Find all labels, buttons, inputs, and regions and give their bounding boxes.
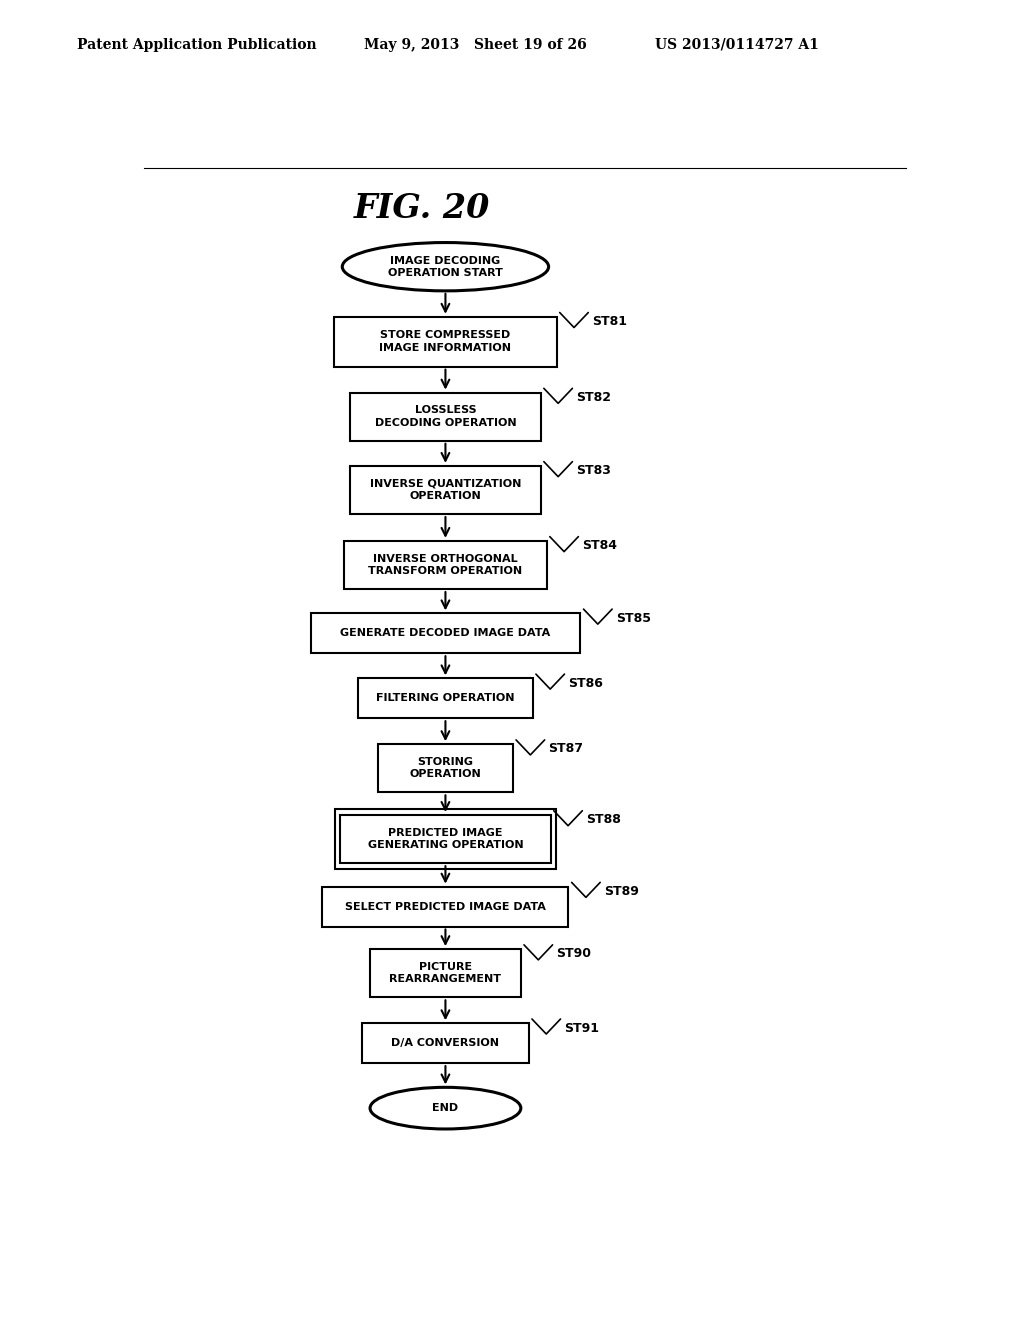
Text: ST87: ST87: [549, 742, 584, 755]
Text: ST86: ST86: [568, 677, 603, 689]
Text: ST84: ST84: [583, 539, 617, 552]
Text: SELECT PREDICTED IMAGE DATA: SELECT PREDICTED IMAGE DATA: [345, 902, 546, 912]
Text: ST81: ST81: [592, 315, 628, 329]
Bar: [340, 814, 551, 863]
Bar: [323, 887, 568, 927]
Bar: [334, 317, 557, 367]
Text: STORING
OPERATION: STORING OPERATION: [410, 758, 481, 779]
Text: ST83: ST83: [577, 465, 611, 477]
Bar: [378, 744, 513, 792]
Bar: [350, 392, 541, 441]
Bar: [335, 809, 556, 869]
Text: FILTERING OPERATION: FILTERING OPERATION: [376, 693, 515, 704]
Bar: [370, 949, 521, 998]
Text: ST90: ST90: [557, 948, 592, 961]
Text: IMAGE DECODING
OPERATION START: IMAGE DECODING OPERATION START: [388, 256, 503, 279]
Text: US 2013/0114727 A1: US 2013/0114727 A1: [655, 38, 819, 51]
Bar: [350, 466, 541, 515]
Text: INVERSE ORTHOGONAL
TRANSFORM OPERATION: INVERSE ORTHOGONAL TRANSFORM OPERATION: [369, 554, 522, 576]
Ellipse shape: [342, 243, 549, 290]
Bar: [358, 678, 532, 718]
Text: May 9, 2013   Sheet 19 of 26: May 9, 2013 Sheet 19 of 26: [364, 38, 587, 51]
Text: PICTURE
REARRANGEMENT: PICTURE REARRANGEMENT: [389, 962, 502, 985]
Bar: [362, 1023, 528, 1063]
Text: ST88: ST88: [587, 813, 622, 826]
Text: ST91: ST91: [564, 1022, 599, 1035]
Text: ST89: ST89: [604, 884, 639, 898]
Text: INVERSE QUANTIZATION
OPERATION: INVERSE QUANTIZATION OPERATION: [370, 479, 521, 502]
Text: STORE COMPRESSED
IMAGE INFORMATION: STORE COMPRESSED IMAGE INFORMATION: [380, 330, 511, 352]
Text: LOSSLESS
DECODING OPERATION: LOSSLESS DECODING OPERATION: [375, 405, 516, 428]
Text: ST85: ST85: [616, 611, 651, 624]
Text: PREDICTED IMAGE
GENERATING OPERATION: PREDICTED IMAGE GENERATING OPERATION: [368, 828, 523, 850]
Text: Patent Application Publication: Patent Application Publication: [77, 38, 316, 51]
Bar: [344, 541, 547, 589]
Text: END: END: [432, 1104, 459, 1113]
Text: FIG. 20: FIG. 20: [353, 191, 489, 224]
Text: D/A CONVERSION: D/A CONVERSION: [391, 1038, 500, 1048]
Text: ST82: ST82: [577, 391, 611, 404]
Ellipse shape: [370, 1088, 521, 1129]
Text: GENERATE DECODED IMAGE DATA: GENERATE DECODED IMAGE DATA: [340, 628, 551, 639]
Bar: [310, 614, 581, 653]
